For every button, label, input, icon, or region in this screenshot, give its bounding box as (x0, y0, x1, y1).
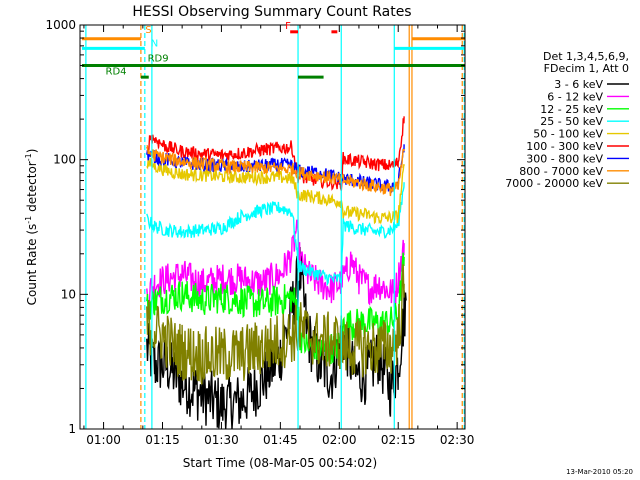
flag-label-RD4: RD4 (106, 66, 127, 77)
axes: 01:00 01:15 01:30 01:45 02:00 02:15 02:30 1 10 10… (45, 18, 474, 447)
series-lines (146, 116, 407, 430)
legend-label-0: 3 - 6 keV (554, 78, 603, 91)
flag-label-F: F (285, 21, 291, 32)
flag-labels: SN F RD9 RD4 (106, 21, 292, 77)
y-tick-label-1: 10 (61, 287, 76, 301)
y-tick-label-0: 1 (68, 422, 76, 436)
x-tick-label-6: 02:30 (440, 433, 475, 447)
chart-title: HESSI Observing Summary Count Rates (132, 4, 411, 20)
plot-frame (79, 24, 466, 430)
flag-label-N: N (151, 39, 158, 50)
series-line-2 (146, 252, 405, 365)
legend-label-3: 25 - 50 keV (540, 115, 603, 128)
legend-label-2: 12 - 25 keV (540, 103, 603, 116)
x-tick-label-4: 02:00 (322, 433, 357, 447)
legend-label-8: 7000 - 20000 keV (505, 177, 603, 190)
series-line-5 (146, 116, 405, 191)
legend-label-4: 50 - 100 keV (533, 128, 603, 141)
legend-header-0: Det 1,3,4,5,6,9, (543, 50, 629, 63)
overlay-lines (81, 25, 465, 429)
legend-header-1: FDecim 1, Att 0 (544, 62, 629, 75)
y-tick-label-2: 100 (53, 153, 76, 167)
flag-label-RD9: RD9 (148, 54, 169, 65)
legend-label-6: 300 - 800 keV (526, 152, 603, 165)
flag-label-S: S (145, 25, 151, 36)
x-tick-label-1: 01:15 (145, 433, 180, 447)
series-line-3 (146, 182, 405, 287)
x-tick-label-5: 02:15 (381, 433, 416, 447)
x-tick-label-2: 01:30 (204, 433, 239, 447)
series-line-8 (146, 264, 405, 385)
series-line-7 (146, 144, 405, 197)
legend-label-7: 800 - 7000 keV (519, 165, 603, 178)
legend: Det 1,3,4,5,6,9,FDecim 1, Att 0 3 - 6 keV… (505, 50, 629, 190)
x-tick-label-3: 01:45 (263, 433, 298, 447)
series-line-1 (146, 219, 405, 309)
y-tick-label-3: 1000 (45, 18, 76, 32)
x-axis-label: Start Time (08-Mar-05 00:54:02) (183, 456, 377, 470)
legend-label-5: 100 - 300 keV (526, 140, 603, 153)
series-line-4 (146, 157, 405, 225)
y-axis-label: Count Rate (s-1 detector-1) (24, 149, 39, 306)
legend-label-1: 6 - 12 keV (547, 90, 603, 103)
timestamp: 13-Mar-2010 05:20 (566, 468, 633, 476)
x-tick-label-0: 01:00 (86, 433, 121, 447)
